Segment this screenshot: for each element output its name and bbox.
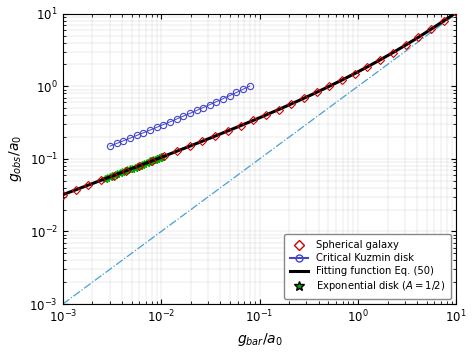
Legend: Spherical galaxy, Critical Kuzmin disk, Fitting function Eq. (50), Exponential d: Spherical galaxy, Critical Kuzmin disk, … [284, 234, 451, 299]
X-axis label: $g_{bar}/a_0$: $g_{bar}/a_0$ [237, 331, 283, 348]
Y-axis label: $g_{obs}/a_0$: $g_{obs}/a_0$ [7, 135, 24, 182]
